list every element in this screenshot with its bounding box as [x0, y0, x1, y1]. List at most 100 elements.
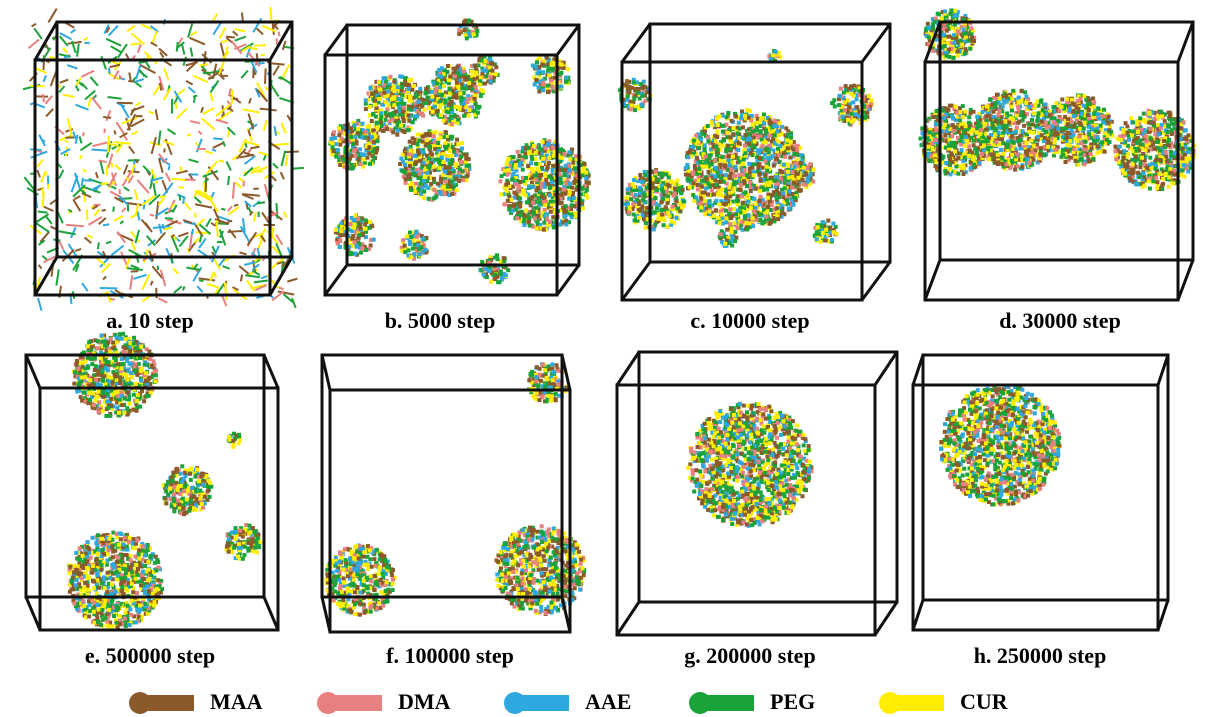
strand: [128, 79, 135, 83]
bead: [765, 137, 770, 142]
bead: [544, 178, 549, 182]
bead: [791, 140, 796, 144]
bead: [708, 206, 713, 211]
bead: [708, 147, 713, 152]
bead: [390, 97, 394, 102]
bead: [728, 207, 733, 212]
bead: [709, 120, 714, 125]
bead: [357, 224, 362, 229]
bead: [726, 154, 731, 159]
bead: [436, 141, 441, 145]
bead: [499, 192, 504, 197]
bead: [401, 109, 405, 114]
bead: [705, 124, 710, 128]
strand: [102, 223, 110, 227]
bead: [700, 190, 705, 195]
bead: [515, 216, 520, 221]
bead: [710, 179, 715, 184]
bead: [516, 185, 521, 190]
bead: [496, 280, 501, 285]
bead: [710, 183, 715, 188]
bead: [786, 192, 791, 197]
bead: [488, 279, 493, 284]
bead: [419, 245, 424, 250]
bead: [546, 223, 551, 227]
bead: [748, 185, 753, 190]
bead: [702, 199, 707, 204]
bead: [375, 147, 380, 152]
bead: [710, 123, 715, 128]
bead: [729, 185, 734, 190]
bead: [484, 68, 488, 73]
bead: [409, 153, 414, 158]
bead: [730, 199, 735, 204]
bead: [550, 202, 555, 207]
strand: [130, 32, 146, 46]
bead: [403, 177, 408, 182]
bead: [451, 88, 456, 93]
bead: [767, 221, 772, 226]
bead: [727, 128, 732, 133]
bead: [717, 202, 722, 207]
strand: [35, 276, 42, 291]
strand: [158, 75, 165, 91]
bead: [443, 177, 448, 182]
strand: [149, 213, 155, 217]
bead: [357, 232, 362, 237]
bead: [744, 196, 749, 201]
bead: [641, 93, 646, 98]
bead: [744, 208, 749, 213]
bead: [667, 214, 672, 219]
bead: [447, 181, 452, 186]
bead: [518, 204, 523, 209]
bead: [792, 151, 797, 156]
bead: [768, 218, 773, 223]
bead: [370, 91, 375, 96]
bead: [353, 127, 358, 132]
bead: [397, 120, 401, 125]
bead: [563, 204, 568, 209]
bead: [697, 178, 701, 183]
bead: [751, 162, 755, 167]
bead: [406, 113, 411, 118]
bead: [729, 144, 734, 149]
bead: [753, 186, 758, 191]
bead: [420, 237, 425, 241]
bead: [543, 203, 547, 207]
bead: [734, 168, 738, 173]
strand: [198, 277, 216, 282]
bead: [699, 205, 704, 210]
bead: [752, 170, 756, 175]
cube-back: [55, 20, 294, 259]
bead: [631, 202, 636, 207]
bead: [434, 86, 439, 91]
bead: [741, 179, 746, 184]
cube-edge: [555, 264, 581, 296]
strand: [256, 88, 269, 103]
bead: [439, 113, 443, 118]
strand: [185, 79, 194, 86]
bead: [420, 239, 425, 244]
strand: [244, 142, 248, 148]
bead: [368, 238, 373, 243]
bead: [397, 97, 402, 102]
bead: [382, 83, 387, 88]
bead: [373, 114, 378, 119]
bead: [464, 153, 469, 158]
bead: [473, 63, 478, 68]
bead: [686, 169, 691, 174]
strand: [67, 208, 73, 213]
strand: [70, 40, 77, 54]
cube-edge: [33, 21, 59, 61]
bead: [469, 77, 474, 82]
bead: [501, 192, 506, 197]
bead: [741, 200, 746, 205]
bead: [479, 88, 484, 93]
bead: [749, 148, 753, 152]
bead: [387, 82, 392, 87]
bead: [511, 171, 516, 176]
bead: [407, 83, 412, 88]
bead: [529, 214, 534, 219]
bead: [417, 158, 422, 163]
bead: [720, 187, 725, 192]
